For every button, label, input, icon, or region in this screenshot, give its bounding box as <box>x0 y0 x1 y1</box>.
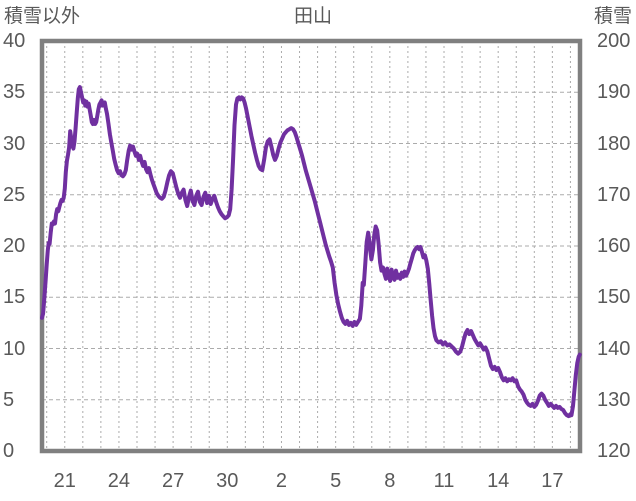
y-right-tick-label: 160 <box>597 235 631 257</box>
series-line <box>40 85 582 419</box>
y-left-tick-label: 25 <box>3 183 26 206</box>
plot-border <box>39 38 583 454</box>
x-tick-label: 30 <box>216 470 239 492</box>
y-right-tick-label: 200 <box>597 30 631 52</box>
y-right-tick-label: 120 <box>597 440 631 462</box>
y-left-tick-label: 0 <box>3 440 15 462</box>
y-right-tick-label: 150 <box>597 286 631 309</box>
y-right-tick-label: 180 <box>597 132 631 155</box>
y-left-tick-label: 15 <box>3 286 26 309</box>
right-axis-title: 積雪 <box>593 6 632 27</box>
x-tick-label: 17 <box>541 470 564 492</box>
y-right-tick-label: 140 <box>597 337 631 360</box>
y-right-tick-label: 170 <box>597 183 631 206</box>
x-tick-label: 8 <box>384 470 396 492</box>
x-tick-label: 5 <box>330 470 342 492</box>
x-tick-label: 2 <box>275 470 288 492</box>
y-right-tick-label: 190 <box>597 81 631 104</box>
x-tick-label: 14 <box>487 470 510 492</box>
left-axis-title: 積雪以外 <box>4 6 81 27</box>
x-tick-label: 21 <box>53 470 76 492</box>
x-tick-label: 24 <box>107 470 131 492</box>
y-left-tick-label: 40 <box>3 30 26 52</box>
x-tick-label: 27 <box>161 470 185 492</box>
y-right-tick-label: 130 <box>597 388 631 411</box>
y-left-tick-label: 5 <box>3 388 15 411</box>
x-tick-label: 11 <box>433 470 455 492</box>
y-left-tick-label: 20 <box>3 235 26 257</box>
y-left-tick-label: 35 <box>3 81 26 104</box>
chart-title: 田山 <box>293 6 333 27</box>
y-left-tick-label: 10 <box>3 337 26 360</box>
y-left-tick-label: 30 <box>3 132 26 155</box>
